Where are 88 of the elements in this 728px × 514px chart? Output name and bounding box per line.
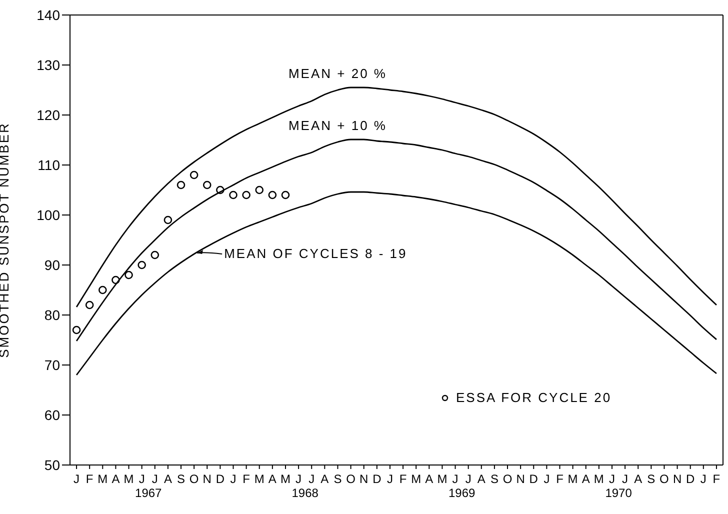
x-tick-label: N	[202, 472, 212, 486]
x-tick-label: A	[634, 472, 642, 486]
text: 1968	[292, 486, 319, 500]
y-tick-label: 100	[36, 206, 60, 223]
x-tick-label: A	[477, 472, 486, 486]
y-tick-label: 80	[44, 306, 60, 323]
point	[85, 300, 94, 310]
legend-label: MEAN OF CYCLES 8 - 19	[224, 246, 408, 261]
x-tick-label: D	[372, 472, 382, 486]
x-tick-label: J	[386, 472, 393, 486]
x-tick-label: M	[594, 472, 604, 486]
point	[112, 276, 120, 284]
y-tick-label: 140	[36, 6, 60, 23]
x-tick-label: J	[296, 472, 302, 486]
x-tick-label: J	[465, 472, 472, 486]
y-tick-label: 130	[36, 56, 60, 73]
x-tick-label: J	[608, 472, 615, 486]
x-tick-label: S	[647, 472, 656, 486]
point	[242, 190, 250, 200]
y-tick-label: 110	[38, 156, 60, 173]
x-tick-label: O	[660, 472, 669, 486]
x-tick-label: M	[411, 472, 422, 486]
point	[176, 180, 186, 190]
point	[124, 270, 133, 280]
text: 1967	[135, 486, 162, 500]
point	[138, 260, 146, 270]
point	[98, 286, 107, 294]
point	[255, 186, 264, 194]
x-tick-label: O	[189, 472, 199, 486]
x-tick-label: O	[502, 472, 512, 486]
x-tick-label: N	[360, 472, 368, 486]
legend-label: ESSA FOR CYCLE 20	[456, 390, 612, 405]
x-tick-label: N	[672, 472, 682, 486]
y-tick-label: 50	[44, 456, 60, 473]
y-tick-label: 60	[44, 406, 60, 423]
x-tick-label: F	[242, 472, 250, 486]
line-series	[76, 138, 718, 342]
x-tick-label: N	[516, 472, 525, 486]
point	[216, 186, 224, 194]
point	[72, 326, 81, 334]
text: 1970	[605, 486, 632, 500]
line-series	[76, 191, 718, 376]
series-label: MEAN + 10 %	[288, 118, 387, 133]
x-tick-label: A	[320, 472, 329, 486]
x-tick-label: M	[98, 472, 108, 486]
point	[229, 190, 238, 200]
x-tick-label: J	[230, 472, 236, 486]
x-tick-label: M	[124, 472, 134, 486]
point	[190, 170, 198, 180]
x-tick-label: A	[582, 472, 590, 486]
x-tick-label: J	[452, 472, 458, 486]
x-tick-label: M	[280, 472, 290, 486]
x-tick-label: F	[712, 472, 720, 486]
x-tick-label: J	[152, 472, 158, 486]
x-tick-label: J	[74, 472, 80, 486]
x-tick-label: M	[568, 472, 578, 486]
x-tick-label: D	[216, 472, 225, 486]
x-tick-label: F	[556, 472, 564, 486]
x-tick-label: M	[254, 472, 264, 486]
x-tick-label: M	[437, 472, 448, 486]
point	[281, 190, 290, 200]
x-tick-label: A	[112, 472, 120, 486]
line-series	[76, 86, 718, 308]
x-tick-label: S	[177, 472, 186, 486]
x-tick-label: J	[308, 472, 315, 486]
x-tick-label: O	[346, 472, 356, 486]
x-tick-label: J	[544, 472, 550, 486]
text: 1969	[448, 486, 476, 500]
x-tick-label: A	[164, 472, 172, 486]
point	[150, 250, 160, 260]
x-tick-label: D	[686, 472, 696, 486]
point	[202, 180, 212, 190]
series-label: MEAN + 20 %	[288, 66, 387, 81]
x-tick-label: F	[399, 472, 407, 486]
x-tick-label: D	[529, 472, 538, 486]
y-tick-label: 120	[36, 106, 60, 123]
point	[268, 190, 277, 200]
x-tick-label: J	[622, 472, 628, 486]
x-tick-label: F	[86, 472, 94, 486]
y-tick-label: 90	[44, 256, 60, 273]
x-tick-label: J	[700, 472, 706, 486]
x-tick-label: A	[268, 472, 276, 486]
point	[164, 216, 172, 224]
x-tick-label: S	[490, 472, 498, 486]
x-tick-label: S	[334, 472, 342, 486]
x-tick-label: A	[425, 472, 434, 486]
x-tick-label: J	[138, 472, 145, 486]
y-tick-label: 70	[44, 356, 60, 373]
